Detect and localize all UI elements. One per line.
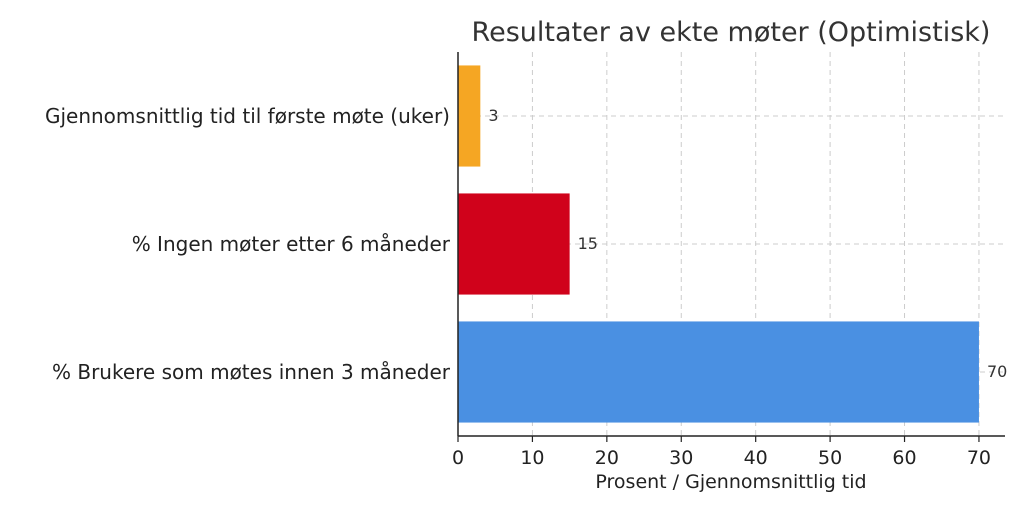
x-tick-label: 10 [520,447,544,469]
x-tick-label: 50 [818,447,842,469]
x-tick-label: 40 [744,447,768,469]
x-ticks: 0 10 20 30 40 50 60 70 [452,436,991,469]
x-tick-label: 0 [452,447,464,469]
axes [457,52,1005,437]
category-labels: Gjennomsnittlig tid til første møte (uke… [45,104,451,384]
category-label: % Brukere som møtes innen 3 måneder [52,360,451,384]
bars [458,65,979,423]
bar [458,65,481,167]
category-label: % Ingen møter etter 6 måneder [132,232,451,256]
chart-title: Resultater av ekte møter (Optimistisk) [472,17,991,48]
data-label: 15 [578,234,598,253]
x-tick-label: 20 [595,447,619,469]
x-tick-label: 30 [669,447,693,469]
data-label: 70 [987,362,1007,381]
bar [458,321,979,423]
bar [458,193,570,295]
x-axis-title: Prosent / Gjennomsnittlig tid [595,471,866,493]
data-labels: 3 15 70 [488,106,1007,381]
x-tick-label: 70 [967,447,991,469]
category-label: Gjennomsnittlig tid til første møte (uke… [45,104,450,128]
data-label: 3 [488,106,498,125]
x-tick-label: 60 [892,447,916,469]
